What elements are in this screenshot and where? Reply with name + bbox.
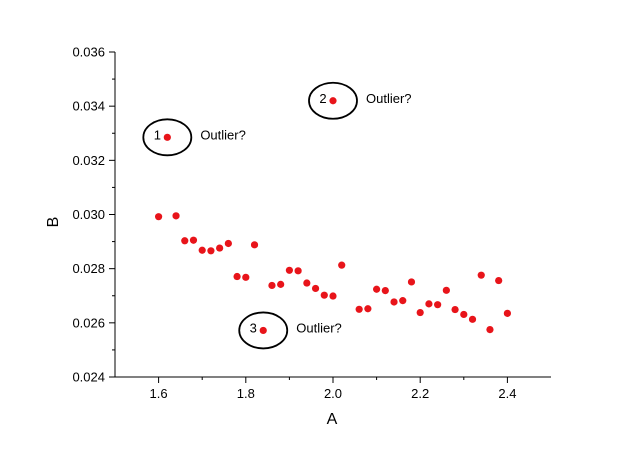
data-point [503, 309, 511, 317]
data-point [381, 287, 389, 295]
data-point [207, 247, 215, 255]
data-point [451, 305, 459, 314]
data-point [468, 315, 477, 323]
data-point [390, 298, 398, 306]
y-axis-title: B [45, 217, 62, 228]
data-point [425, 300, 433, 308]
data-point [355, 305, 363, 313]
data-point [189, 236, 198, 244]
data-point [155, 213, 163, 221]
y-tick-label: 0.028 [72, 261, 105, 276]
outlier-label: Outlier? [200, 127, 246, 142]
data-point [460, 310, 468, 319]
data-point [181, 237, 189, 245]
x-axis-ticks: 1.6 1.8 2.0 2.2 2.4 [150, 377, 516, 401]
data-point [364, 305, 372, 313]
data-point [163, 133, 171, 141]
data-point [277, 280, 285, 288]
x-axis-title: A [327, 411, 338, 428]
data-point [495, 276, 503, 285]
outlier-circle [142, 118, 193, 157]
x-tick-label: 2.2 [411, 386, 429, 401]
outlier-label: Outlier? [366, 91, 412, 106]
y-tick-label: 0.024 [72, 370, 105, 385]
outlier-number: 3 [250, 320, 257, 335]
data-point [329, 292, 337, 300]
data-point [268, 281, 276, 290]
data-point [198, 246, 206, 254]
x-tick-label: 1.8 [237, 386, 255, 401]
data-point [338, 261, 346, 269]
data-point [294, 267, 302, 275]
y-tick-label: 0.026 [72, 315, 105, 330]
x-tick-label: 1.6 [150, 386, 168, 401]
data-point [399, 297, 407, 305]
data-point [259, 326, 267, 335]
y-tick-label: 0.036 [72, 45, 105, 60]
data-points [155, 97, 511, 335]
outlier-circle [308, 81, 358, 120]
data-point [216, 244, 224, 252]
data-point [407, 278, 416, 286]
y-tick-label: 0.032 [72, 153, 105, 168]
data-point [477, 271, 485, 279]
data-point [233, 272, 241, 281]
x-tick-label: 2.4 [498, 386, 516, 401]
data-point [224, 239, 232, 248]
data-point [329, 97, 337, 105]
data-point [242, 273, 250, 281]
x-tick-label: 2.0 [324, 386, 342, 401]
data-point [373, 285, 381, 293]
y-tick-label: 0.034 [72, 99, 105, 114]
annotations: 1 Outlier? 2 Outlier? 3 Outlier? [142, 81, 412, 350]
data-point [416, 308, 424, 317]
data-point [303, 279, 311, 287]
data-point [442, 286, 450, 294]
data-point [486, 326, 494, 334]
outlier-circle [238, 311, 289, 350]
outlier-label: Outlier? [296, 320, 342, 335]
y-axis-ticks: 0.024 0.026 0.028 0.030 0.032 0.034 0.036 [72, 45, 115, 385]
data-point [311, 284, 320, 293]
data-point [172, 212, 180, 220]
data-point [285, 266, 293, 274]
outlier-number: 2 [319, 91, 326, 106]
outlier-number: 1 [154, 127, 161, 142]
y-tick-label: 0.030 [72, 207, 105, 222]
data-point [320, 291, 328, 299]
data-point [434, 301, 442, 309]
data-point [250, 241, 259, 249]
